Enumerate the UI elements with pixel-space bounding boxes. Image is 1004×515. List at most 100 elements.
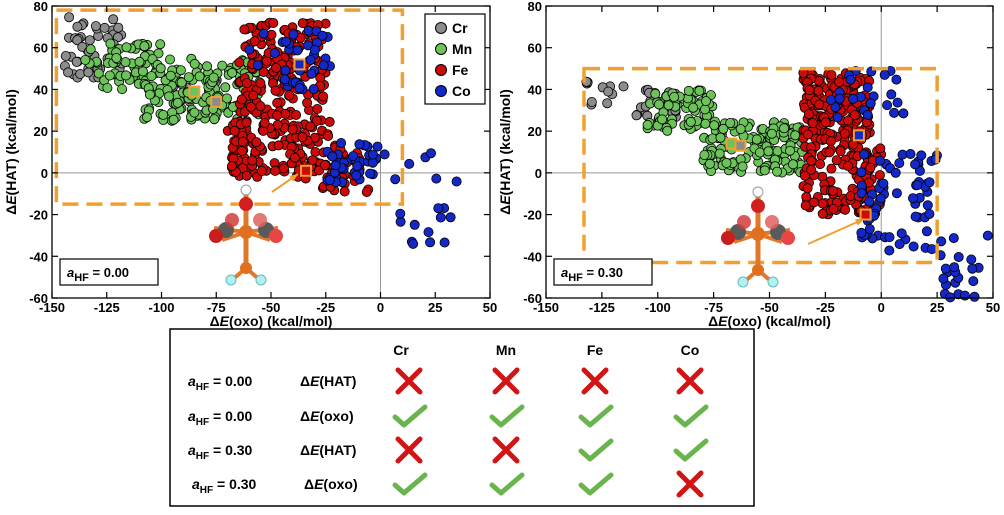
data-point-mn	[654, 99, 665, 110]
representative-marker-co	[293, 58, 306, 71]
data-point-co	[886, 89, 897, 100]
ahf-subscript: HF	[568, 272, 583, 284]
data-point-co	[336, 137, 347, 148]
data-point-co	[865, 98, 876, 109]
check-icon	[673, 404, 709, 428]
data-point-fe	[272, 97, 283, 108]
x-axis-label: ΔE(oxo) (kcal/mol)	[210, 313, 333, 329]
legend-marker-mn	[435, 43, 447, 55]
pointer-arrow	[807, 218, 865, 245]
data-point-fe	[817, 208, 828, 219]
table-header-mn: Mn	[496, 342, 516, 358]
data-point-fe	[865, 162, 876, 173]
ahf-symbol: a	[188, 408, 196, 424]
data-point-co	[898, 108, 909, 119]
data-point-co	[409, 219, 420, 230]
data-point-fe	[828, 203, 839, 214]
data-point-co	[390, 174, 401, 185]
data-point-fe	[302, 97, 313, 108]
data-point-mn	[104, 70, 115, 81]
legend-label-co: Co	[452, 83, 471, 99]
y-tick-label: 40	[34, 82, 48, 97]
x-tick-label: -25	[316, 300, 335, 315]
data-point-co	[309, 45, 320, 56]
data-point-fe	[255, 101, 266, 112]
data-point-mn	[172, 97, 183, 108]
y-tick-label: 80	[34, 0, 48, 14]
legend-label-mn: Mn	[452, 41, 472, 57]
data-point-fe	[245, 101, 256, 112]
data-point-co	[308, 84, 319, 95]
data-point-fe	[251, 137, 262, 148]
data-point-fe	[806, 155, 817, 166]
data-point-fe	[278, 163, 289, 174]
data-point-co	[910, 211, 921, 222]
oxo-oxygen-atom	[239, 197, 253, 211]
phosphorus-atom	[240, 262, 252, 274]
ahf-value: = 0.00	[209, 408, 252, 424]
check-icon	[578, 438, 614, 462]
check-icon	[392, 472, 428, 496]
data-point-co	[348, 151, 359, 162]
data-point-co	[892, 97, 903, 108]
data-point-fe	[802, 183, 813, 194]
data-point-fe	[256, 166, 267, 177]
data-point-mn	[735, 124, 746, 135]
pointer-arrow-head	[289, 174, 298, 182]
data-point-mn	[700, 104, 711, 115]
data-point-fe	[319, 160, 330, 171]
data-point-fe	[249, 36, 260, 47]
data-point-co	[354, 139, 365, 150]
table-row: aHF = 0.30 ΔE(oxo)	[192, 470, 704, 498]
data-point-fe	[312, 104, 323, 115]
oxygen-atom	[781, 231, 795, 245]
data-point-co	[908, 241, 919, 252]
data-point-co	[884, 245, 895, 256]
y-tick-label: 0	[41, 166, 48, 181]
row-ahf-label: aHF = 0.30	[188, 442, 253, 462]
data-point-mn	[183, 72, 194, 83]
table-row: aHF = 0.00 ΔE(oxo)	[188, 404, 709, 428]
data-point-mn	[788, 159, 799, 170]
oxygen-atom	[253, 213, 267, 227]
fluorine-atom	[767, 276, 779, 288]
row-ahf-label: aHF = 0.00	[188, 408, 253, 428]
data-point-fe	[825, 136, 836, 147]
legend-marker-cr	[435, 22, 447, 34]
data-point-cr	[60, 51, 71, 62]
data-point-fe	[339, 186, 350, 197]
data-point-mn	[704, 158, 715, 169]
data-point-co	[891, 74, 902, 85]
data-point-mn	[158, 109, 169, 120]
data-point-mn	[85, 44, 96, 55]
data-point-mn	[194, 71, 205, 82]
data-point-co	[875, 155, 886, 166]
data-point-fe	[280, 108, 291, 119]
data-point-mn	[220, 82, 231, 93]
data-point-co	[306, 68, 317, 79]
cross-icon	[676, 367, 704, 395]
data-point-mn	[754, 147, 765, 158]
data-point-fe	[843, 115, 854, 126]
data-point-cr	[75, 69, 86, 80]
data-point-cr	[71, 56, 82, 67]
data-point-mn	[209, 114, 220, 125]
data-point-fe	[289, 152, 300, 163]
data-point-co	[856, 227, 867, 238]
data-point-co	[924, 177, 935, 188]
x-tick-label: -150	[533, 300, 559, 315]
x-tick-label: 25	[428, 300, 442, 315]
data-point-mn	[155, 39, 166, 50]
data-point-mn	[93, 68, 104, 79]
data-point-co	[856, 188, 867, 199]
data-point-fe	[875, 143, 886, 154]
data-point-mn	[725, 118, 736, 129]
data-point-fe	[826, 163, 837, 174]
data-point-cr	[99, 22, 110, 33]
data-point-mn	[683, 85, 694, 96]
data-point-co	[352, 161, 363, 172]
cross-icon	[492, 436, 520, 464]
data-point-mn	[650, 88, 661, 99]
data-point-mn	[685, 116, 696, 127]
data-point-fe	[824, 147, 835, 158]
